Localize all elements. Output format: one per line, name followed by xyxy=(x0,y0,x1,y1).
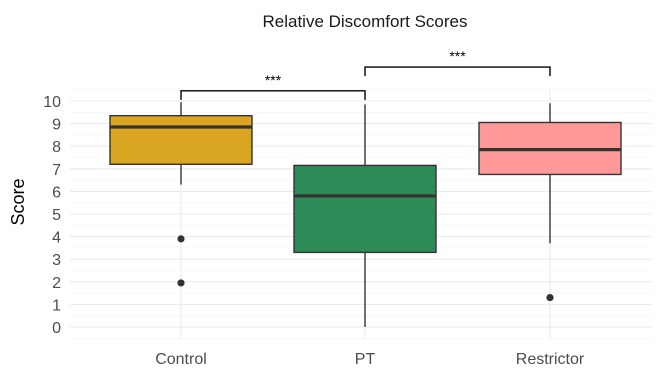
significance-annotations: *** *** xyxy=(180,48,551,100)
x-axis-ticks: Control PT Restrictor xyxy=(155,351,585,368)
y-tick-label: 6 xyxy=(52,184,61,201)
significance-label: *** xyxy=(265,72,282,88)
box-restrictor xyxy=(478,103,622,302)
box-control xyxy=(109,102,253,287)
y-tick-label: 3 xyxy=(52,252,61,269)
outlier-point xyxy=(177,279,185,287)
outlier-point xyxy=(546,294,554,302)
box-iqr xyxy=(109,114,253,165)
y-tick-label: 0 xyxy=(52,320,61,337)
y-axis-title: Score xyxy=(8,178,28,225)
significance-bracket: *** xyxy=(180,72,366,100)
y-tick-label: 2 xyxy=(52,275,61,292)
y-tick-label: 8 xyxy=(52,139,61,156)
y-tick-label: 10 xyxy=(43,94,61,111)
y-tick-label: 9 xyxy=(52,117,61,134)
y-tick-label: 7 xyxy=(52,162,61,179)
x-tick-label: Control xyxy=(155,351,207,368)
x-tick-label: PT xyxy=(355,351,376,368)
x-tick-label: Restrictor xyxy=(516,351,585,368)
box-iqr xyxy=(293,164,437,254)
y-tick-label: 4 xyxy=(52,230,61,247)
significance-label: *** xyxy=(449,48,466,64)
bracket-line xyxy=(180,90,366,100)
chart-title: Relative Discomfort Scores xyxy=(262,12,467,31)
significance-bracket: *** xyxy=(364,48,551,77)
bracket-line xyxy=(364,66,551,77)
y-axis-ticks: 0 1 2 3 4 5 6 7 8 9 10 xyxy=(43,94,61,337)
box-pt xyxy=(293,104,437,327)
y-tick-label: 1 xyxy=(52,297,61,314)
boxes xyxy=(109,102,622,327)
y-tick-label: 5 xyxy=(52,207,61,224)
outlier-point xyxy=(177,235,185,243)
